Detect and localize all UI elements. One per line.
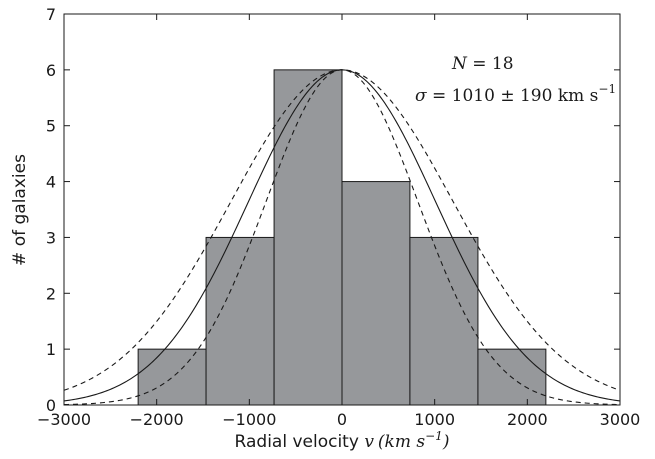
- y-tick-label: 2: [46, 284, 56, 303]
- y-tick-label: 1: [46, 340, 56, 359]
- x-tick-label: −1000: [222, 410, 276, 429]
- x-tick-label: 3000: [600, 410, 641, 429]
- y-tick-label: 5: [46, 117, 56, 136]
- y-tick-label: 4: [46, 173, 56, 192]
- histogram-bar: [137, 348, 207, 406]
- y-tick-label: 0: [46, 396, 56, 415]
- histogram-bar: [205, 236, 275, 406]
- histogram-bar: [341, 181, 411, 406]
- annotation-sigma: σ = 1010 ± 190 km s−1: [415, 82, 616, 106]
- histogram-bar: [273, 69, 343, 406]
- x-tick-label: 1000: [414, 410, 455, 429]
- y-tick-label: 3: [46, 228, 56, 247]
- x-tick-label: 0: [337, 410, 347, 429]
- histogram-bars: [137, 69, 547, 406]
- histogram-bar: [409, 236, 479, 406]
- x-tick-label: −2000: [130, 410, 184, 429]
- axis-ticks: −3000 −2000 −1000 0 1000 2000 3000 0 1 2 3 4 5 6 7: [37, 5, 640, 429]
- y-tick-label: 7: [46, 5, 56, 24]
- x-tick-label: −3000: [37, 410, 91, 429]
- x-axis-title: Radial velocity v (km s−1): [235, 429, 450, 452]
- x-tick-label: 2000: [507, 410, 548, 429]
- gaussian-error-curve: [63, 69, 621, 391]
- annotation-n: N = 18: [451, 54, 514, 74]
- y-tick-label: 6: [46, 61, 56, 80]
- gaussian-curves: [63, 69, 621, 406]
- y-axis-title: # of galaxies: [10, 154, 30, 266]
